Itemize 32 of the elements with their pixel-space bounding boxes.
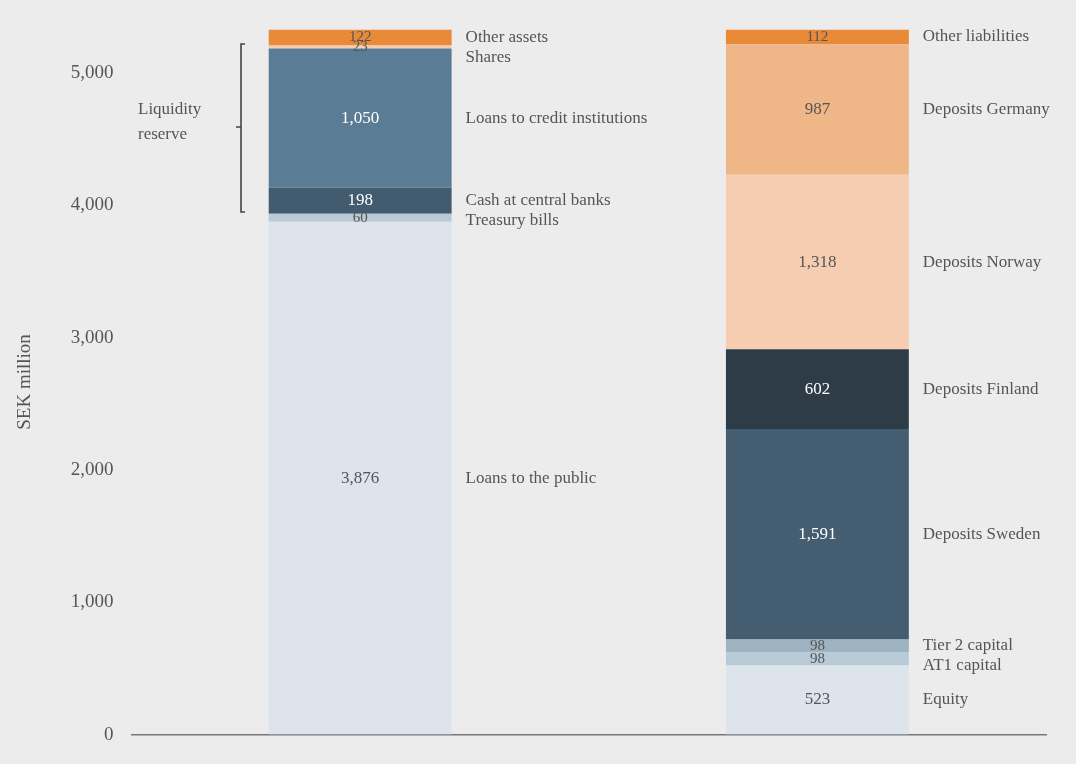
data-label: 198 [347,190,373,210]
data-label: 1,318 [798,251,837,271]
series-label: Tier 2 capital [922,635,1014,655]
series-label: Treasury bills [465,210,559,230]
series-label: Equity [922,689,969,709]
y-tick-label: 1,000 [70,590,114,612]
series-label: Other liabilities [922,26,1030,46]
y-axis-title: SEK million [13,333,35,430]
series-label: Loans to credit institutions [465,107,648,127]
series-label: Deposits Norway [922,251,1042,271]
series-label: Deposits Finland [922,378,1040,398]
series-label: Shares [465,46,511,66]
data-label: 987 [804,99,831,118]
data-label: 1,591 [798,523,837,543]
series-label: Deposits Germany [922,99,1051,118]
y-tick-label: 4,000 [70,193,114,215]
annotation: Liquidity reserve [138,98,203,145]
data-label: 602 [804,378,831,398]
data-label: 523 [804,689,831,709]
data-label: 60 [352,208,368,225]
y-tick-label: 5,000 [70,60,114,82]
y-tick-label: 0 [104,722,114,744]
data-label: 112 [806,27,829,44]
series-label: Deposits Sweden [922,523,1041,543]
series-label: AT1 capital [922,655,1002,675]
series-label: Other assets [465,26,549,46]
y-tick-label: 3,000 [70,325,114,347]
data-label: 3,876 [341,467,380,487]
series-label: Loans to the public [465,467,597,487]
series-label: Cash at central banks [465,190,611,210]
data-label: 1,050 [341,107,380,127]
y-tick-label: 2,000 [70,457,114,479]
